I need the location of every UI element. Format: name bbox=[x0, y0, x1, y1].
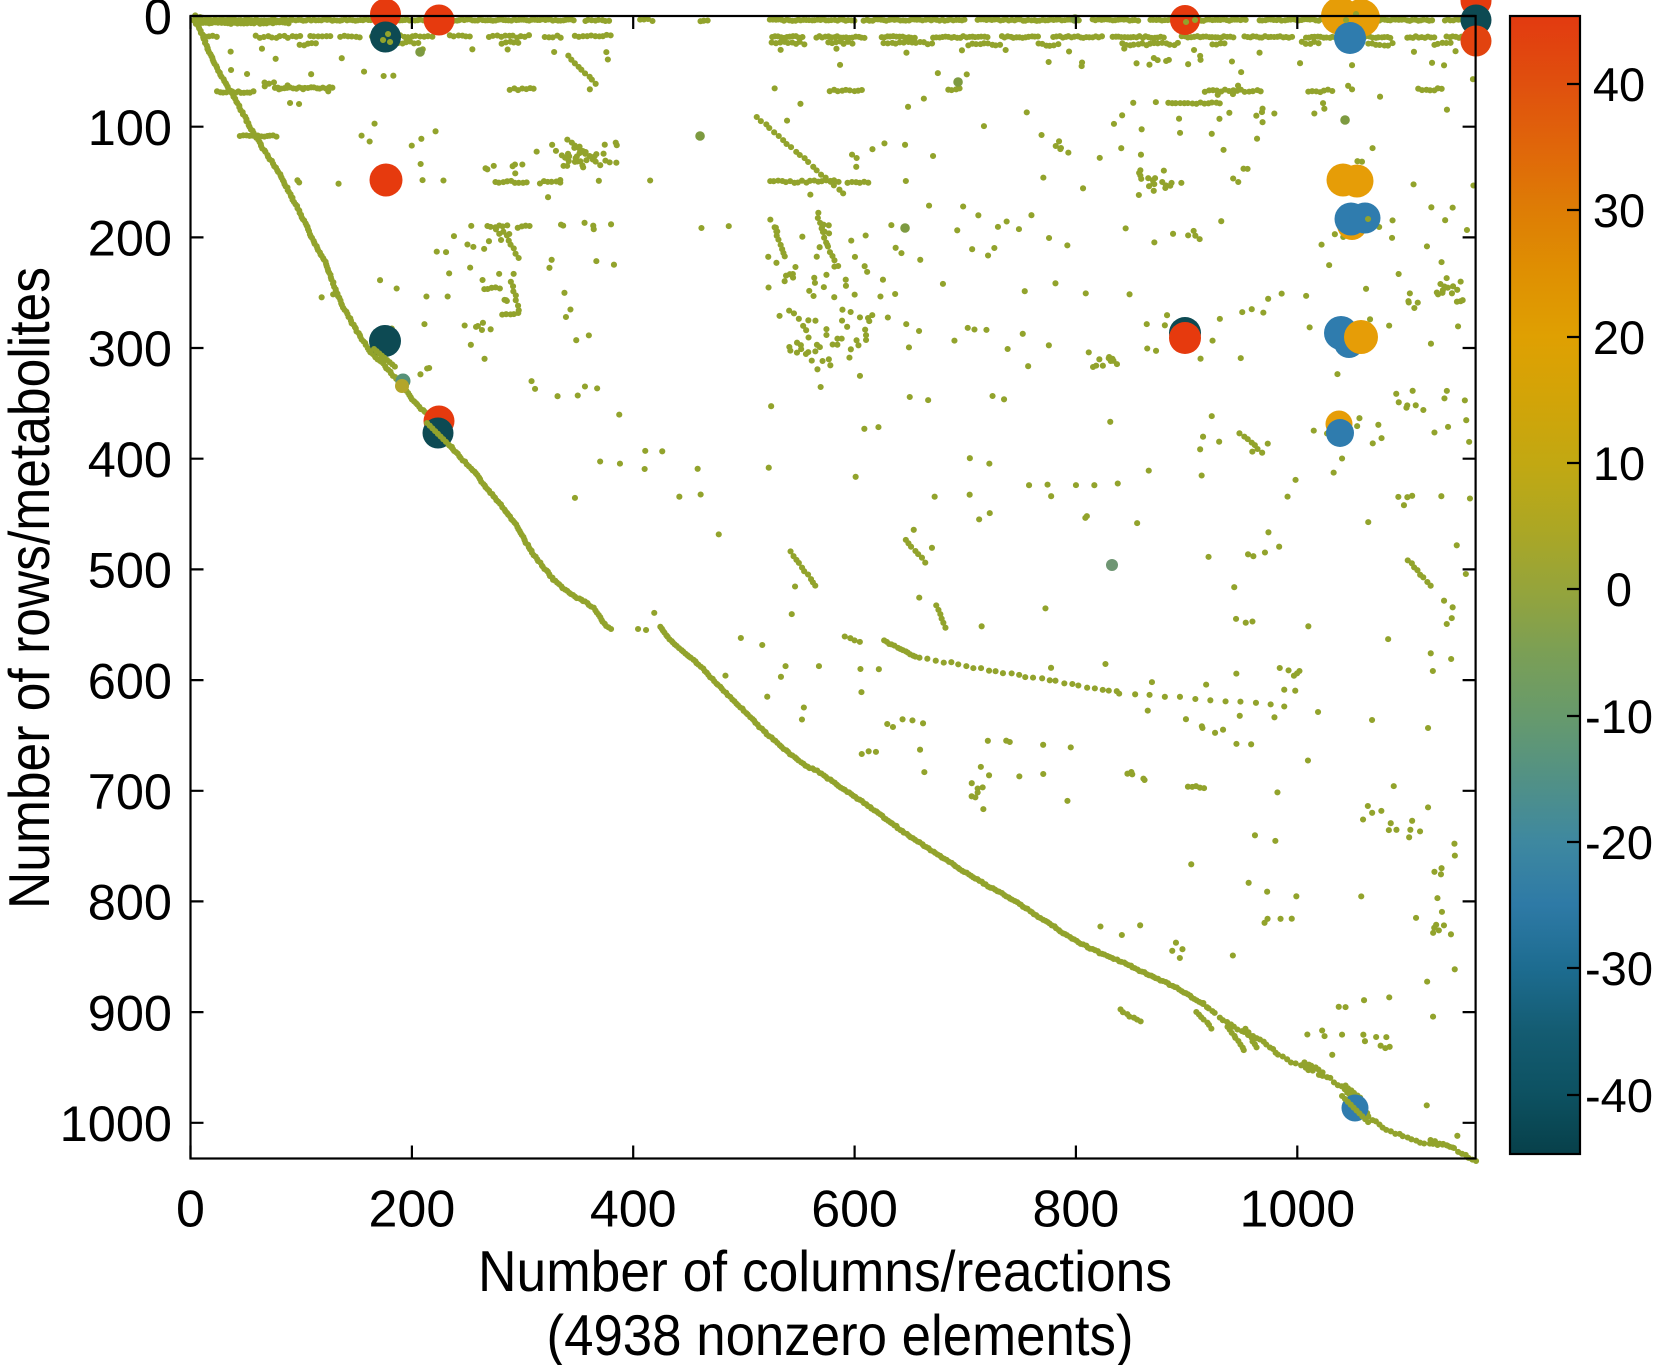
svg-text:900: 900 bbox=[88, 984, 172, 1041]
svg-text:600: 600 bbox=[88, 652, 172, 709]
svg-text:800: 800 bbox=[88, 874, 172, 931]
svg-text:-30: -30 bbox=[1585, 942, 1653, 995]
svg-text:40: 40 bbox=[1593, 58, 1645, 111]
svg-text:-10: -10 bbox=[1585, 690, 1653, 743]
svg-text:400: 400 bbox=[88, 431, 172, 488]
svg-text:20: 20 bbox=[1593, 311, 1645, 364]
svg-text:1000: 1000 bbox=[1239, 1181, 1355, 1239]
svg-text:Number of rows/metabolites: Number of rows/metabolites bbox=[0, 267, 62, 909]
svg-text:500: 500 bbox=[88, 542, 172, 599]
svg-text:200: 200 bbox=[369, 1181, 456, 1239]
svg-text:1000: 1000 bbox=[60, 1095, 172, 1152]
svg-text:300: 300 bbox=[88, 320, 172, 377]
svg-text:30: 30 bbox=[1593, 184, 1645, 237]
svg-text:800: 800 bbox=[1033, 1181, 1120, 1239]
svg-text:0: 0 bbox=[1606, 563, 1632, 616]
svg-text:700: 700 bbox=[88, 763, 172, 820]
svg-text:0: 0 bbox=[144, 0, 172, 45]
svg-text:100: 100 bbox=[88, 99, 172, 156]
svg-text:10: 10 bbox=[1593, 437, 1645, 490]
svg-text:0: 0 bbox=[176, 1181, 205, 1239]
svg-text:Number of columns/reactions: Number of columns/reactions bbox=[478, 1240, 1172, 1304]
svg-text:-20: -20 bbox=[1585, 816, 1653, 869]
svg-text:400: 400 bbox=[590, 1181, 677, 1239]
svg-text:-40: -40 bbox=[1585, 1069, 1653, 1122]
svg-text:600: 600 bbox=[811, 1181, 898, 1239]
svg-text:(4938 nonzero elements): (4938 nonzero elements) bbox=[547, 1304, 1134, 1365]
svg-text:200: 200 bbox=[88, 210, 172, 267]
